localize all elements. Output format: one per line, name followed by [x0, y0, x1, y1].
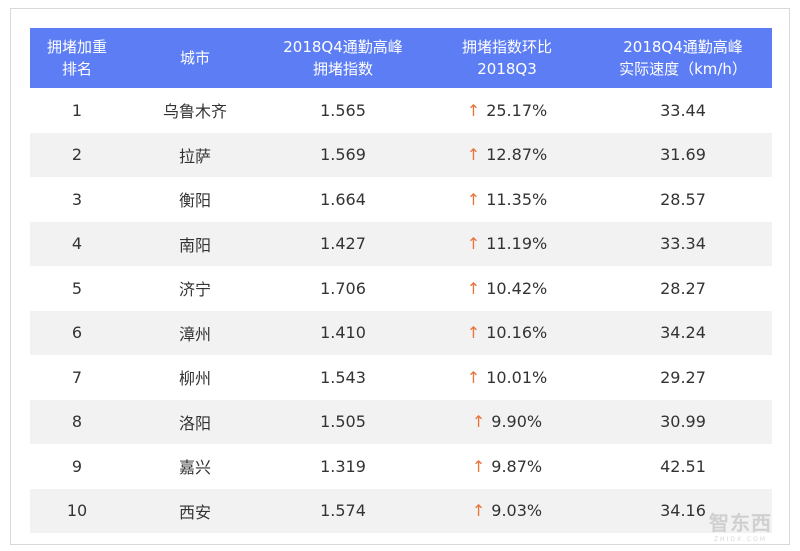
up-arrow-icon: ↑: [471, 456, 486, 476]
actual-speed-cell: 31.69: [660, 145, 706, 165]
congestion-index-cell: 1.706: [320, 278, 366, 298]
rank-cell: 3: [71, 189, 83, 209]
actual-speed-cell: 42.51: [660, 456, 706, 476]
index-change-value: 10.16%: [486, 323, 548, 343]
actual-speed-cell: 33.34: [660, 234, 706, 254]
up-arrow-icon: ↑: [471, 501, 486, 521]
header-index-change: 拥堵指数环比 2018Q3: [461, 38, 552, 78]
rank-cell: 10: [66, 501, 88, 521]
up-arrow-icon: ↑: [466, 278, 481, 298]
congestion-index-cell: 1.410: [320, 323, 366, 343]
header-actual-speed: 2018Q4通勤高峰 实际速度（km/h）: [619, 38, 747, 78]
table-row: 5 济宁 1.706 ↑ 10.42% 28.27: [30, 266, 772, 311]
table-row: 3 衡阳 1.664 ↑ 11.35% 28.57: [30, 177, 772, 222]
table-header-row: 拥堵加重 排名 城市 2018Q4通勤高峰 拥堵指数 拥堵指数环比 2018Q3…: [30, 28, 772, 88]
header-rank: 拥堵加重 排名: [46, 38, 107, 78]
table-row: 8 洛阳 1.505 ↑ 9.90% 30.99: [30, 399, 772, 445]
up-arrow-icon: ↑: [466, 234, 481, 254]
city-cell: 西安: [178, 502, 211, 522]
index-change-cell: ↑ 9.90%: [420, 400, 594, 445]
table-row: 4 南阳 1.427 ↑ 11.19% 33.34: [30, 221, 772, 267]
index-change-cell: ↑ 10.01%: [420, 355, 594, 400]
actual-speed-cell: 34.24: [660, 323, 706, 343]
table-row: 7 柳州 1.543 ↑ 10.01% 29.27: [30, 355, 772, 400]
congestion-index-cell: 1.319: [320, 456, 366, 476]
table-row: 2 拉萨 1.569 ↑ 12.87% 31.69: [30, 132, 772, 178]
actual-speed-cell: 34.16: [660, 501, 706, 521]
congestion-index-cell: 1.565: [320, 100, 366, 120]
index-change-cell: ↑ 9.87%: [420, 444, 594, 489]
congestion-index-cell: 1.664: [320, 189, 366, 209]
header-congestion-index: 2018Q4通勤高峰 拥堵指数: [283, 38, 403, 78]
congestion-ranking-table: 拥堵加重 排名 城市 2018Q4通勤高峰 拥堵指数 拥堵指数环比 2018Q3…: [30, 28, 772, 533]
rank-cell: 4: [71, 234, 83, 254]
city-cell: 柳州: [178, 369, 211, 389]
index-change-value: 11.19%: [486, 234, 548, 254]
rank-cell: 5: [71, 278, 83, 298]
city-cell: 漳州: [178, 324, 211, 344]
up-arrow-icon: ↑: [466, 367, 481, 387]
index-change-cell: ↑ 11.35%: [420, 177, 594, 222]
index-change-cell: ↑ 11.19%: [420, 222, 594, 267]
congestion-index-cell: 1.569: [320, 145, 366, 165]
rank-cell: 9: [71, 456, 83, 476]
congestion-index-cell: 1.574: [320, 501, 366, 521]
congestion-index-cell: 1.505: [320, 412, 366, 432]
index-change-value: 10.01%: [486, 367, 548, 387]
congestion-index-cell: 1.427: [320, 234, 366, 254]
table-row: 1 乌鲁木齐 1.565 ↑ 25.17% 33.44: [30, 88, 772, 133]
index-change-value: 9.87%: [491, 456, 543, 476]
city-cell: 南阳: [178, 235, 211, 255]
rank-cell: 7: [71, 367, 83, 387]
index-change-cell: ↑ 25.17%: [420, 88, 594, 133]
rank-cell: 6: [71, 323, 83, 343]
actual-speed-cell: 33.44: [660, 100, 706, 120]
up-arrow-icon: ↑: [466, 323, 481, 343]
watermark-logo: 智东西 ZHIDX.COM: [709, 507, 772, 543]
index-change-cell: ↑ 10.42%: [420, 266, 594, 311]
city-cell: 拉萨: [178, 146, 211, 166]
table-row: 9 嘉兴 1.319 ↑ 9.87% 42.51: [30, 444, 772, 489]
city-cell: 嘉兴: [178, 458, 211, 478]
actual-speed-cell: 30.99: [660, 412, 706, 432]
rank-cell: 8: [71, 412, 83, 432]
index-change-value: 9.03%: [491, 501, 543, 521]
up-arrow-icon: ↑: [466, 100, 481, 120]
congestion-index-cell: 1.543: [320, 367, 366, 387]
index-change-cell: ↑ 12.87%: [420, 133, 594, 178]
rank-cell: 1: [71, 100, 83, 120]
header-city: 城市: [179, 49, 210, 67]
table-row: 6 漳州 1.410 ↑ 10.16% 34.24: [30, 310, 772, 356]
actual-speed-cell: 28.57: [660, 189, 706, 209]
up-arrow-icon: ↑: [466, 189, 481, 209]
watermark-main: 智东西: [709, 511, 772, 535]
actual-speed-cell: 28.27: [660, 278, 706, 298]
city-cell: 乌鲁木齐: [162, 102, 227, 122]
city-cell: 济宁: [178, 280, 211, 300]
table-body: 1 乌鲁木齐 1.565 ↑ 25.17% 33.44 2 拉萨 1.569 ↑ 12.87% 31.…: [30, 88, 772, 533]
watermark-sub: ZHIDX.COM: [713, 536, 768, 543]
index-change-value: 12.87%: [486, 145, 548, 165]
index-change-cell: ↑ 10.16%: [420, 311, 594, 356]
city-cell: 洛阳: [178, 413, 211, 433]
table-frame: [10, 8, 790, 545]
index-change-cell: ↑ 9.03%: [420, 489, 594, 534]
table-row: 10 西安 1.574 ↑ 9.03% 34.16: [30, 488, 772, 534]
index-change-value: 11.35%: [486, 189, 548, 209]
actual-speed-cell: 29.27: [660, 367, 706, 387]
rank-cell: 2: [71, 145, 83, 165]
index-change-value: 9.90%: [491, 412, 543, 432]
city-cell: 衡阳: [178, 191, 211, 211]
index-change-value: 10.42%: [486, 278, 548, 298]
up-arrow-icon: ↑: [471, 412, 486, 432]
index-change-value: 25.17%: [486, 100, 548, 120]
up-arrow-icon: ↑: [466, 145, 481, 165]
